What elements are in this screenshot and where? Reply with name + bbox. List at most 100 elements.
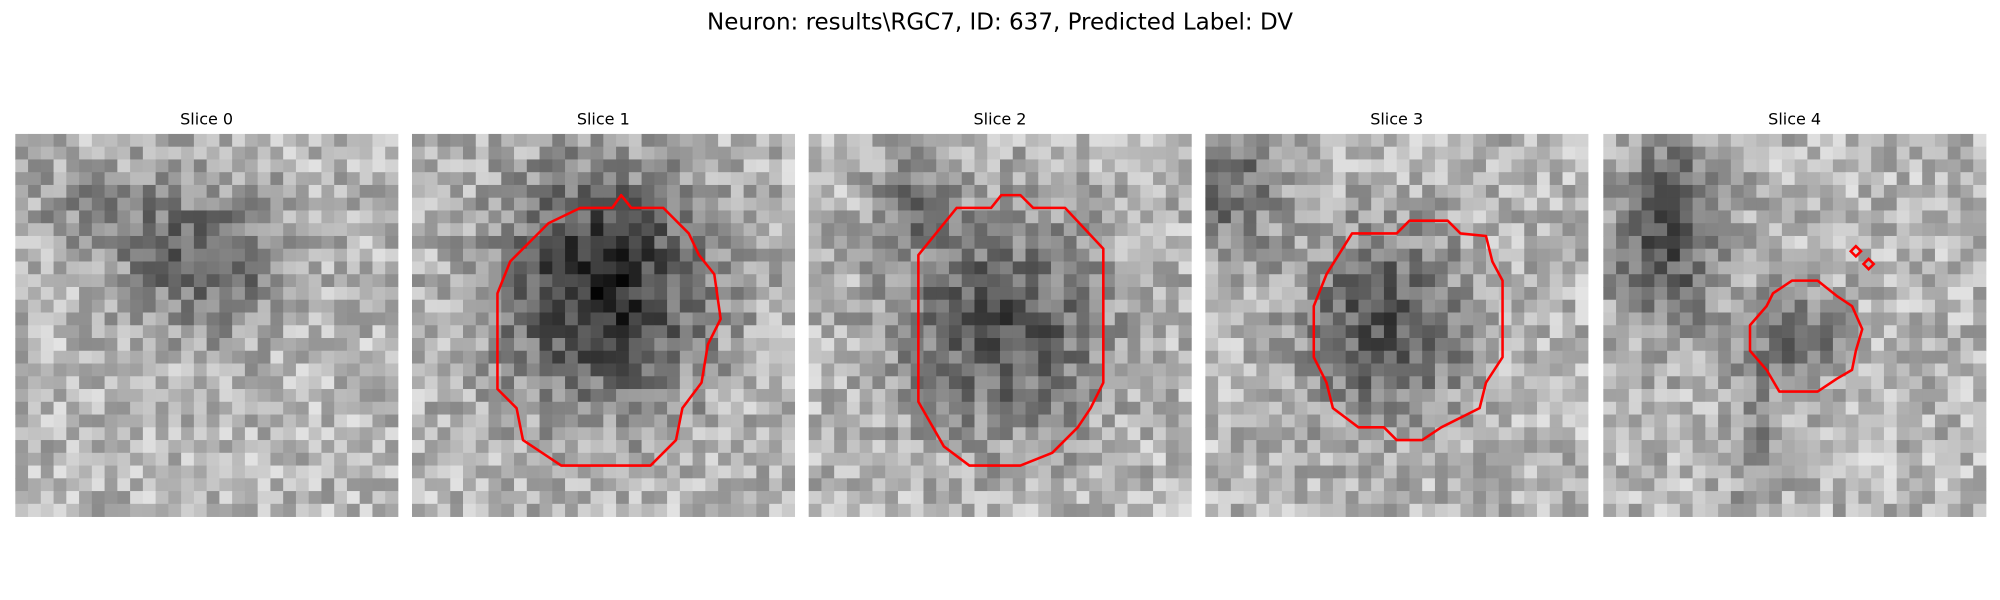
pixel <box>1230 401 1245 415</box>
pixel <box>437 184 451 199</box>
pixel <box>501 503 515 517</box>
pixel <box>1076 401 1090 415</box>
pixel <box>1654 261 1668 275</box>
pixel <box>244 197 259 211</box>
pixel <box>1205 146 1219 160</box>
pixel <box>1718 452 1732 466</box>
pixel <box>808 376 822 390</box>
pixel <box>834 414 848 428</box>
pixel <box>628 210 642 224</box>
pixel <box>1358 184 1372 199</box>
pixel <box>1705 146 1719 160</box>
pixel <box>1845 286 1859 301</box>
pixel <box>1718 261 1732 275</box>
pixel <box>1447 376 1461 390</box>
pixel <box>987 248 1001 262</box>
pixel <box>679 363 693 377</box>
pixel <box>628 172 642 186</box>
pixel <box>1320 350 1334 364</box>
pixel <box>168 440 182 454</box>
pixel <box>1922 261 1936 275</box>
pixel <box>1485 261 1500 275</box>
pixel <box>232 274 246 288</box>
pixel <box>654 503 668 517</box>
pixel <box>756 478 770 492</box>
pixel <box>1524 172 1538 186</box>
pixel <box>1909 376 1923 390</box>
pixel <box>155 376 169 390</box>
pixel <box>1718 146 1732 160</box>
pixel <box>923 172 937 186</box>
pixel <box>1871 248 1885 262</box>
pixel <box>79 325 93 339</box>
pixel <box>66 286 80 301</box>
pixel <box>155 503 169 517</box>
pixel <box>1549 146 1563 160</box>
pixel <box>168 159 182 173</box>
pixel <box>1269 491 1283 505</box>
pixel <box>1396 452 1410 466</box>
pixel <box>155 350 169 364</box>
pixel <box>1820 133 1834 148</box>
pixel <box>743 184 757 199</box>
pixel <box>1883 274 1898 288</box>
pixel <box>705 146 719 160</box>
pixel <box>1692 223 1706 237</box>
pixel <box>1307 210 1321 224</box>
pixel <box>692 197 706 211</box>
pixel <box>641 210 655 224</box>
pixel <box>155 286 169 301</box>
pixel <box>1628 133 1642 148</box>
pixel <box>1947 503 1961 517</box>
pixel <box>1730 503 1745 517</box>
pixel <box>961 159 975 173</box>
pixel <box>28 261 42 275</box>
pixel <box>756 338 770 352</box>
pixel <box>1038 299 1052 313</box>
pixel <box>730 401 745 415</box>
pixel <box>1178 440 1192 454</box>
pixel <box>628 235 642 250</box>
pixel <box>91 133 105 148</box>
pixel <box>346 478 361 492</box>
pixel <box>654 299 668 313</box>
pixel <box>270 312 284 326</box>
pixel <box>346 440 361 454</box>
pixel <box>1575 197 1589 211</box>
pixel <box>1025 389 1039 403</box>
pixel <box>679 197 693 211</box>
pixel <box>206 184 220 199</box>
pixel <box>40 286 54 301</box>
pixel <box>526 274 540 288</box>
pixel <box>705 261 719 275</box>
pixel <box>1641 248 1655 262</box>
pixel <box>1511 389 1525 403</box>
pixel <box>1511 235 1525 250</box>
pixel <box>514 248 528 262</box>
pixel <box>1165 261 1179 275</box>
pixel <box>641 440 655 454</box>
pixel <box>1281 401 1296 415</box>
pixel <box>1549 299 1563 313</box>
pixel <box>1498 363 1512 377</box>
pixel <box>1281 172 1296 186</box>
pixel <box>104 286 118 301</box>
pixel <box>1692 376 1706 390</box>
pixel <box>577 184 591 199</box>
pixel <box>1165 172 1179 186</box>
pixel <box>1654 248 1668 262</box>
pixel <box>372 223 386 237</box>
pixel <box>667 401 681 415</box>
pixel <box>923 299 937 313</box>
pixel <box>1743 146 1757 160</box>
pixel <box>66 503 80 517</box>
pixel <box>1218 389 1232 403</box>
pixel <box>270 465 284 479</box>
pixel <box>385 389 399 403</box>
pixel <box>1922 274 1936 288</box>
pixel <box>130 503 144 517</box>
pixel <box>1973 440 1987 454</box>
pixel <box>1332 286 1347 301</box>
pixel <box>821 312 835 326</box>
pixel <box>885 452 899 466</box>
